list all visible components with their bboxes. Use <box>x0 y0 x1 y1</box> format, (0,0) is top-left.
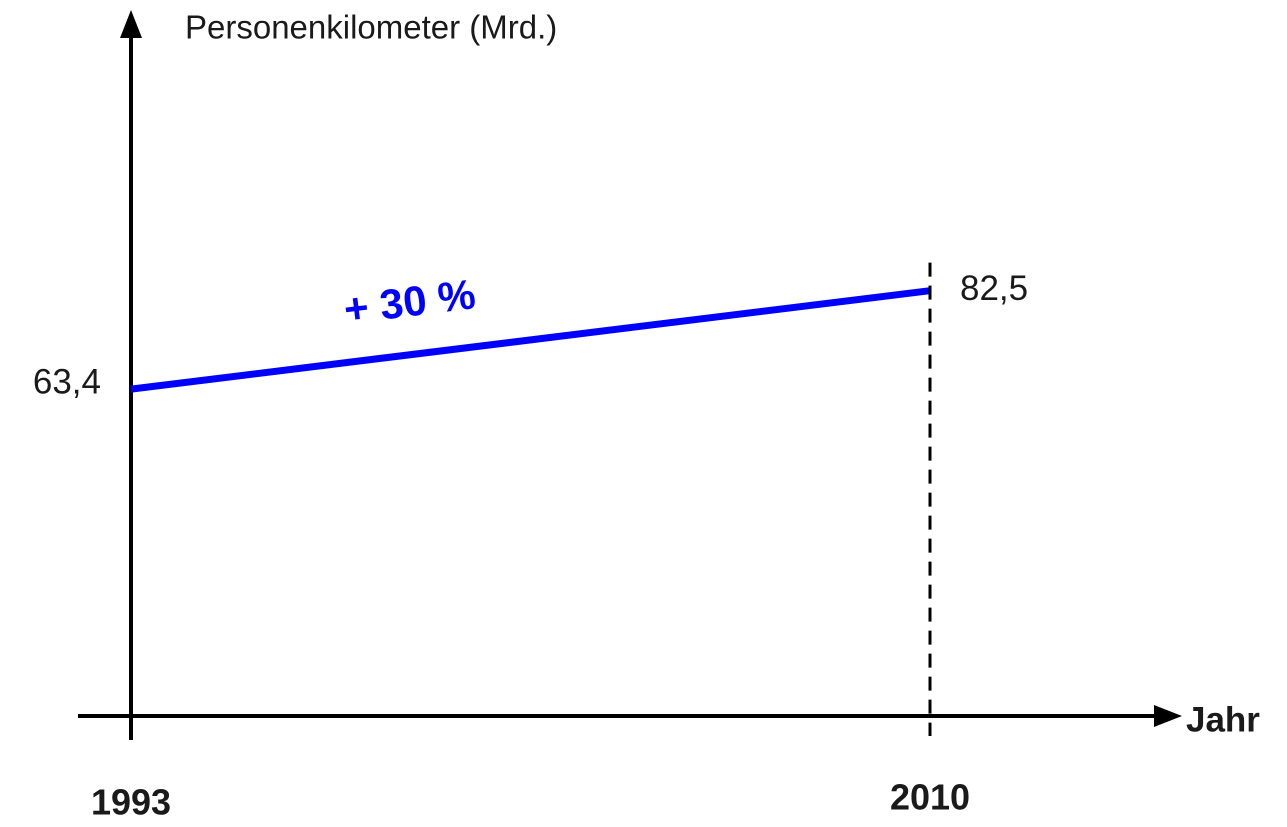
y-axis-arrow <box>120 10 142 38</box>
x-axis-arrow <box>1154 705 1182 727</box>
y-axis-label: Personenkilometer (Mrd.) <box>185 9 557 46</box>
value-label: 63,4 <box>33 362 101 401</box>
annotation: + 30 % <box>341 270 478 333</box>
x-tick-label: 1993 <box>91 782 171 823</box>
x-tick-label: 2010 <box>890 777 970 818</box>
data-line <box>130 287 931 393</box>
value-label: 82,5 <box>960 269 1028 308</box>
x-axis-label: Jahr <box>1186 700 1260 739</box>
